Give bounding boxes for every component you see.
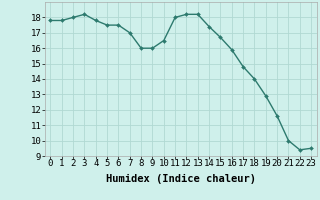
X-axis label: Humidex (Indice chaleur): Humidex (Indice chaleur) bbox=[106, 174, 256, 184]
